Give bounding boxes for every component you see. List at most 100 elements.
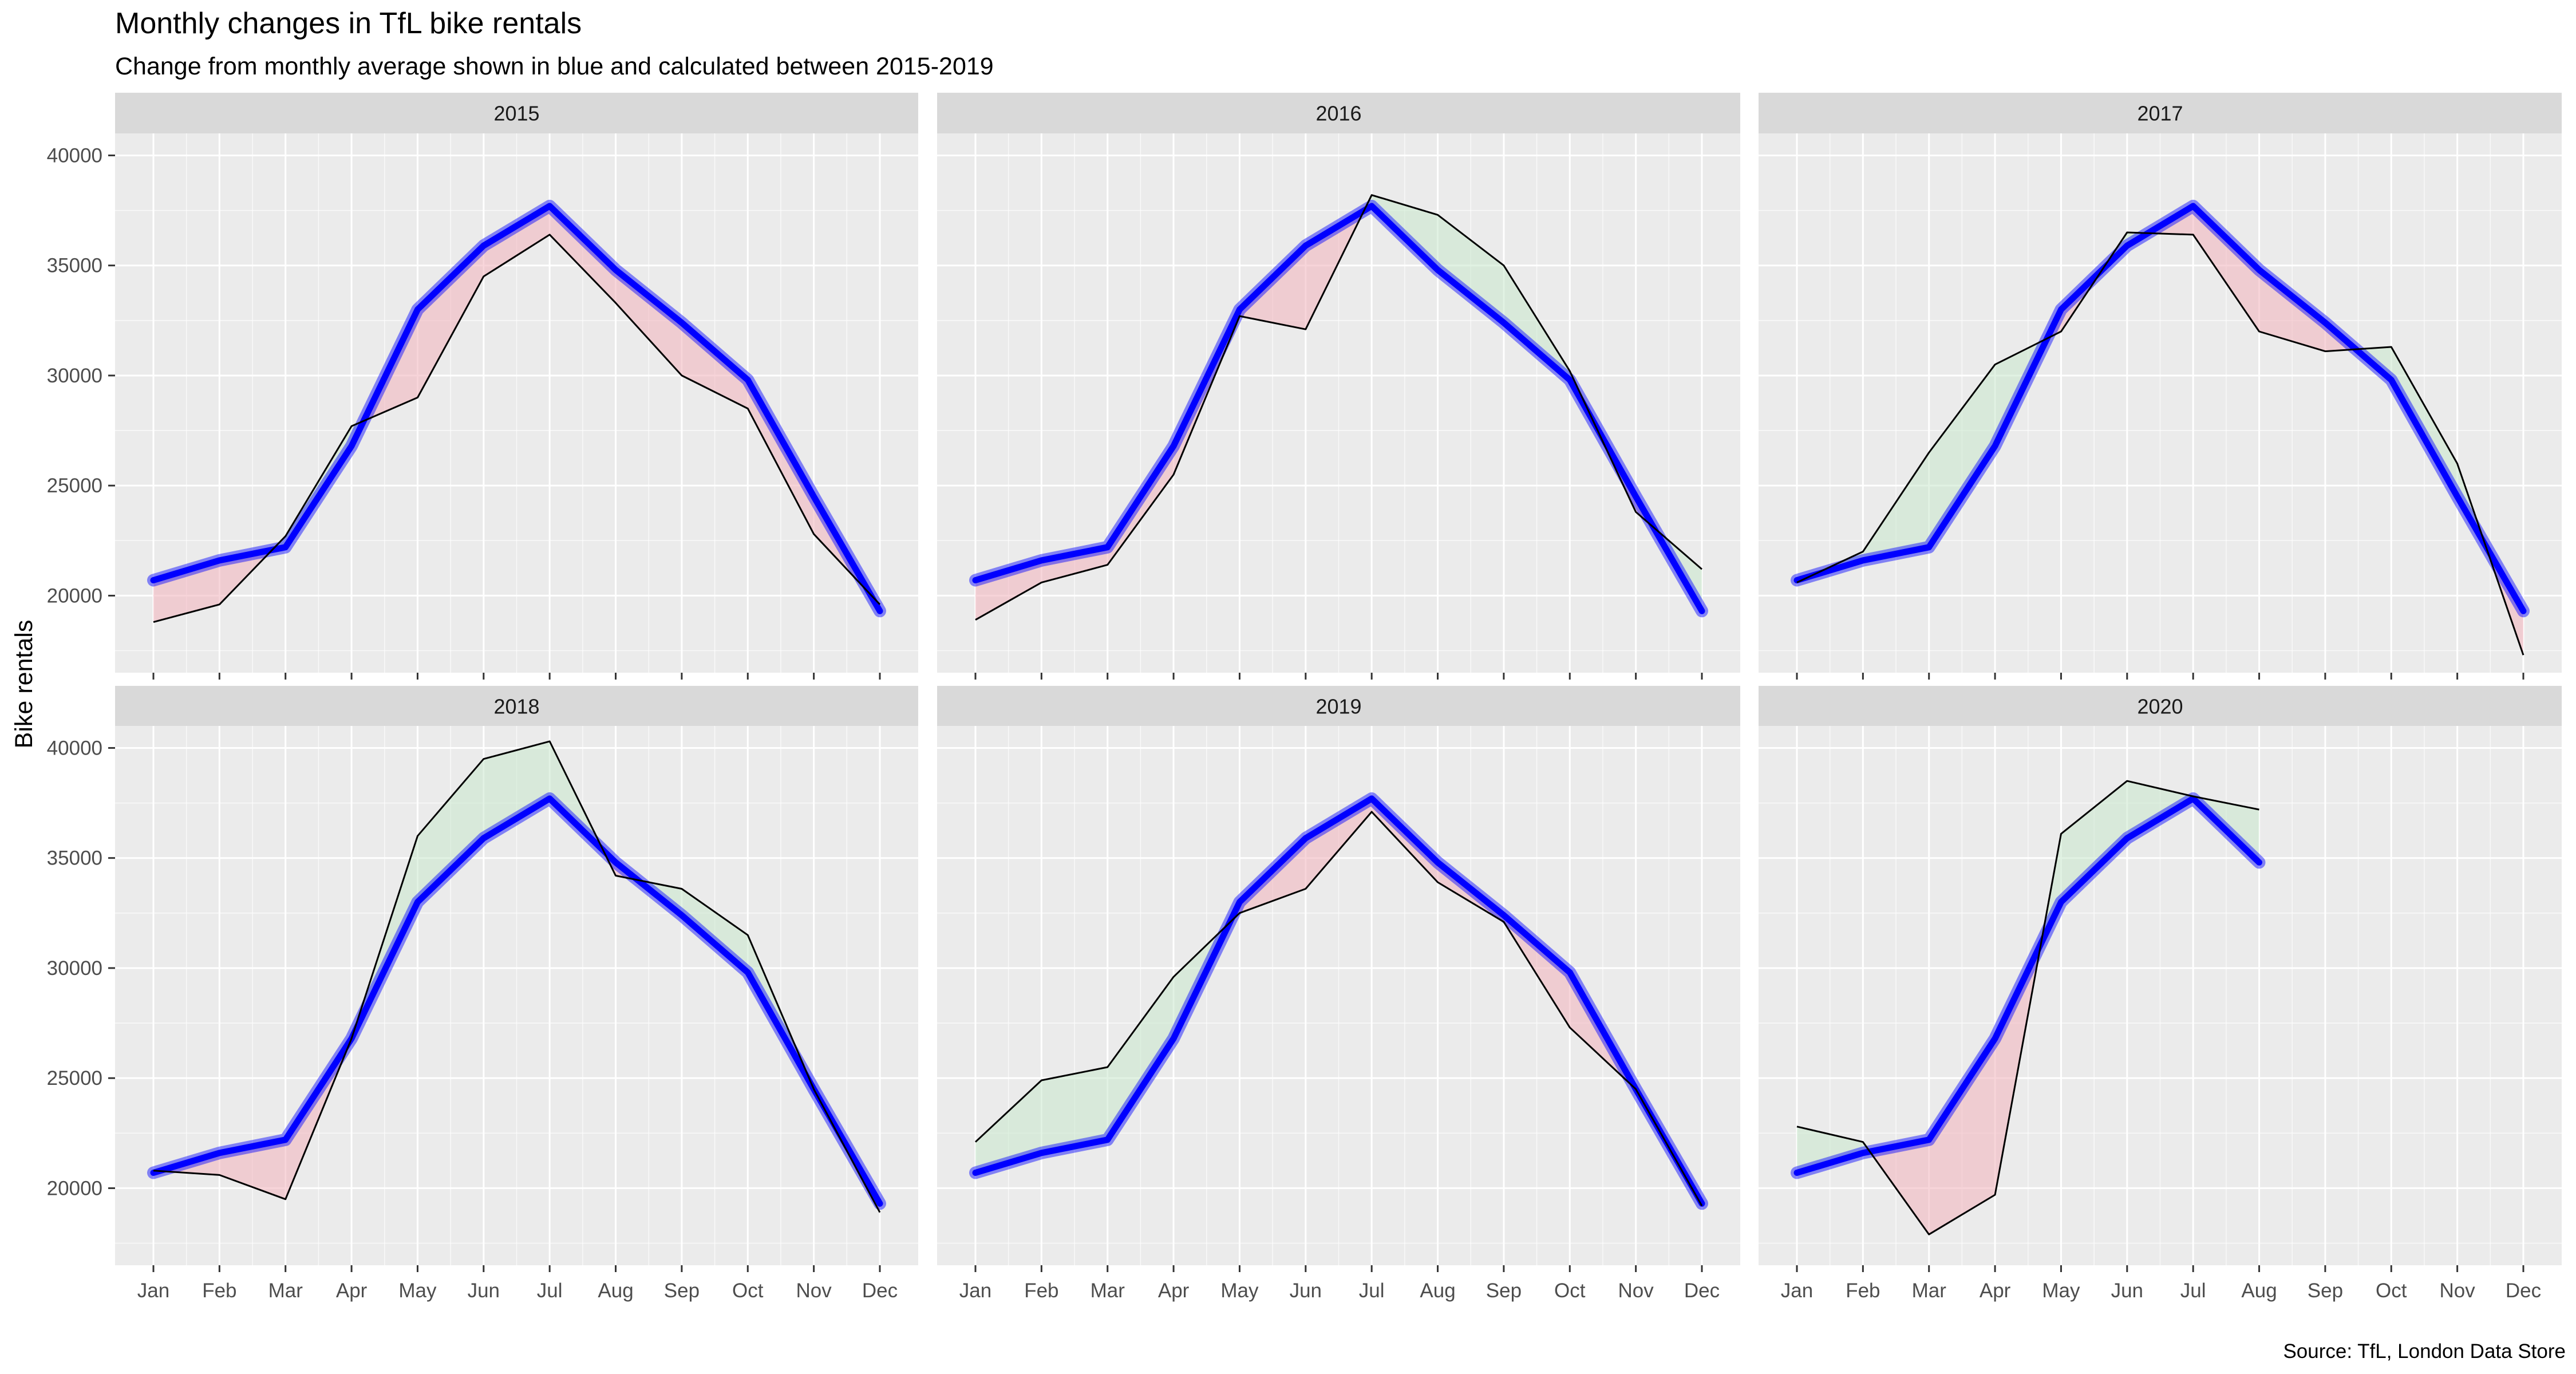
y-tick-label: 35000	[47, 847, 102, 870]
ribbon-above-average	[975, 1080, 1042, 1173]
x-tick-label: Jul	[2180, 1280, 2206, 1302]
actual-rentals-line	[153, 740, 881, 1213]
x-tick-label: Feb	[202, 1280, 236, 1302]
x-tick-label: Apr	[1980, 1280, 2011, 1302]
facet-strip-label: 2019	[1315, 695, 1361, 718]
x-tick-label: Mar	[268, 1280, 303, 1302]
x-tick-label: Nov	[1618, 1280, 1654, 1302]
x-tick-label: Jul	[537, 1280, 563, 1302]
x-tick-label: Dec	[2506, 1280, 2541, 1302]
facet-strip	[1759, 686, 2562, 727]
x-tick-label: Apr	[1158, 1280, 1190, 1302]
facet-strip	[937, 686, 1740, 727]
average-line	[150, 203, 883, 614]
facet-strip	[937, 93, 1740, 133]
x-tick-label: Feb	[1024, 1280, 1058, 1302]
x-tick-label: Aug	[1420, 1280, 1455, 1302]
ribbon-above-average	[1041, 1067, 1108, 1153]
ribbon-above-average	[1107, 977, 1174, 1140]
facet-strip	[115, 93, 918, 133]
facet-panel-2016: 2016JanFebMarAprMayJunJulAugSepOctNovDec	[937, 93, 1740, 709]
ribbon-above-average	[2127, 781, 2194, 839]
x-tick-label: Jan	[959, 1280, 991, 1302]
chart-subtitle: Change from monthly average shown in blu…	[115, 53, 994, 80]
ribbon-below-average	[2193, 206, 2259, 331]
x-tick-label: Jan	[137, 1280, 169, 1302]
y-tick-label: 30000	[47, 957, 102, 980]
y-tick-label: 40000	[47, 737, 102, 759]
x-tick-label: May	[1220, 1280, 1259, 1302]
average-line	[972, 795, 1705, 1207]
ribbon-above-average	[1437, 215, 1504, 323]
facet-strip	[115, 686, 918, 727]
x-tick-label: Jan	[1781, 1280, 1813, 1302]
y-tick-label: 20000	[47, 1177, 102, 1199]
y-tick-label: 25000	[47, 1067, 102, 1089]
facet-panels: 2015 Jan Feb Mar Apr May Jun Jul Aug Sep Oct Nov Dec…	[47, 93, 2562, 1302]
ribbon-below-average	[483, 206, 550, 277]
facet-panel-2015: 2015JanFebMarAprMayJunJulAugSepOctNovDec…	[47, 93, 918, 709]
ribbon-below-average	[2259, 270, 2325, 352]
ribbon-below-average	[748, 380, 814, 534]
x-tick-label: Jul	[1359, 1280, 1385, 1302]
ribbon-above-average	[2391, 347, 2458, 497]
ribbon-above-average	[1863, 452, 1929, 560]
ribbon-below-average	[1372, 798, 1438, 882]
x-tick-label: Sep	[2308, 1280, 2343, 1302]
ribbon-below-average	[975, 560, 1042, 620]
ribbon-below-average	[417, 246, 484, 398]
ribbon-below-average	[1870, 1139, 1929, 1235]
facet-strip-label: 2015	[493, 102, 539, 125]
x-tick-label: Jun	[468, 1280, 500, 1302]
x-tick-label: Nov	[2440, 1280, 2476, 1302]
y-tick-label: 35000	[47, 255, 102, 277]
x-tick-label: Aug	[598, 1280, 633, 1302]
ribbon-below-average	[219, 1139, 286, 1199]
x-tick-label: May	[2042, 1280, 2080, 1302]
ribbon-above-average	[1503, 265, 1570, 380]
facet-strip-label: 2018	[493, 695, 539, 718]
x-tick-label: Dec	[1684, 1280, 1720, 1302]
facet-panel-2018: 2018 Jan Feb Mar Apr May Jun Jul Aug Sep Oct Nov Dec…	[47, 686, 918, 1302]
actual-rentals-line	[975, 194, 1702, 621]
facet-strip-label: 2016	[1315, 102, 1361, 125]
ribbon-below-average	[1929, 1039, 1996, 1235]
x-tick-label: Nov	[796, 1280, 832, 1302]
actual-rentals-line	[1796, 780, 2259, 1235]
facet-strip	[1759, 93, 2562, 133]
x-tick-label: Jun	[1290, 1280, 1322, 1302]
ribbon-above-average	[417, 759, 484, 902]
x-tick-label: May	[398, 1280, 437, 1302]
actual-rentals-line	[974, 811, 1703, 1206]
facet-panel-2017: 2017JanFebMarAprMayJunJulAugSepOctNovDec	[1759, 93, 2562, 709]
average-line	[972, 203, 1705, 614]
ribbon-below-average	[681, 322, 748, 409]
x-tick-label: Sep	[1486, 1280, 1522, 1302]
chart-title: Monthly changes in TfL bike rentals	[115, 7, 582, 40]
ribbon-below-average	[1041, 547, 1108, 583]
y-tick-label: 40000	[47, 144, 102, 167]
chart-caption: Source: TfL, London Data Store	[2283, 1340, 2566, 1363]
x-tick-label: Aug	[2241, 1280, 2277, 1302]
x-tick-label: Feb	[1846, 1280, 1880, 1302]
y-tick-label: 30000	[47, 365, 102, 387]
ribbon-below-average	[1239, 246, 1306, 330]
actual-rentals-line	[1796, 231, 2524, 656]
x-tick-label: Jun	[2111, 1280, 2143, 1302]
facet-panel-2019: 2019 Jan Feb Mar Apr May Jun Jul Aug Sep Oct Nov Dec	[937, 686, 1740, 1302]
average-line	[1793, 203, 2527, 614]
facet-strip-label: 2017	[2137, 102, 2183, 125]
y-tick-label: 20000	[47, 585, 102, 607]
x-tick-label: Mar	[1091, 1280, 1125, 1302]
x-tick-label: Apr	[336, 1280, 368, 1302]
x-tick-label: Oct	[1554, 1280, 1586, 1302]
x-tick-label: Mar	[1912, 1280, 1947, 1302]
ribbon-above-average	[483, 741, 550, 839]
x-tick-label: Sep	[664, 1280, 700, 1302]
y-axis-title: Bike rentals	[10, 620, 38, 749]
average-line	[150, 795, 883, 1207]
facet-strip-label: 2020	[2137, 695, 2183, 718]
ribbon-above-average	[2061, 781, 2127, 902]
y-tick-label: 25000	[47, 475, 102, 497]
x-tick-label: Oct	[2376, 1280, 2407, 1302]
